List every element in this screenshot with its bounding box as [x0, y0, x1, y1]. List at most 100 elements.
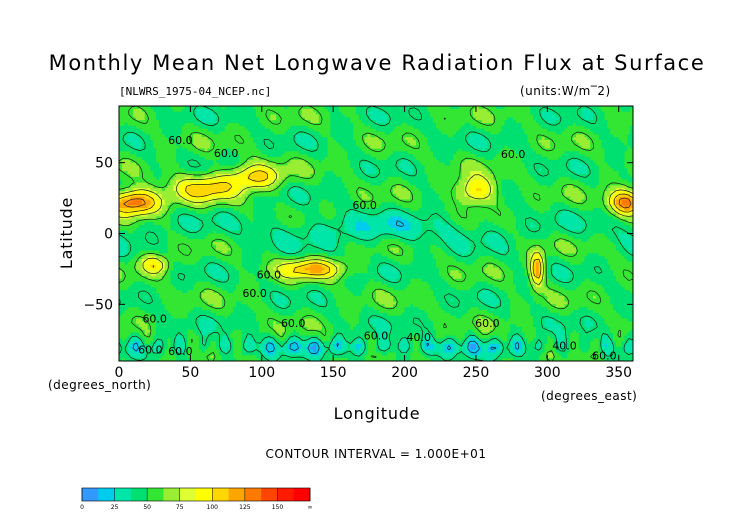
field-cell	[535, 159, 540, 164]
field-cell	[301, 179, 306, 183]
field-cell	[590, 134, 594, 138]
field-cell	[550, 168, 554, 172]
field-cell	[624, 176, 628, 181]
field-cell	[318, 157, 323, 161]
field-cell	[424, 159, 428, 164]
field-cell	[567, 134, 571, 138]
field-cell	[356, 108, 360, 113]
field-cell	[487, 145, 491, 149]
field-cell	[393, 108, 397, 113]
field-cell	[119, 148, 123, 152]
field-cell	[453, 137, 457, 141]
field-cell	[173, 120, 177, 124]
field-cell	[318, 123, 323, 127]
field-cell	[573, 134, 577, 138]
field-cell	[573, 106, 577, 110]
field-cell	[498, 168, 503, 172]
field-cell	[501, 176, 505, 181]
field-cell	[495, 128, 500, 132]
field-cell	[287, 131, 291, 135]
field-cell	[598, 157, 602, 161]
field-cell	[570, 179, 574, 183]
field-cell	[167, 159, 171, 164]
field-cell	[216, 123, 220, 127]
field-cell	[513, 131, 517, 135]
field-cell	[578, 171, 582, 175]
field-cell	[244, 179, 248, 183]
field-cell	[301, 171, 306, 175]
field-cell	[141, 140, 146, 144]
field-cell	[404, 168, 408, 172]
field-cell	[490, 128, 494, 132]
field-cell	[184, 123, 188, 127]
field-cell	[321, 123, 325, 127]
field-cell	[310, 131, 314, 135]
field-cell	[567, 174, 571, 178]
field-cell	[127, 162, 131, 166]
field-cell	[256, 176, 260, 181]
field-cell	[507, 134, 511, 138]
field-cell	[310, 151, 314, 155]
field-cell	[190, 148, 194, 152]
field-cell	[330, 165, 334, 169]
field-cell	[201, 171, 206, 175]
field-cell	[327, 120, 331, 124]
field-cell	[627, 157, 631, 161]
field-cell	[610, 114, 614, 118]
field-cell	[393, 131, 397, 135]
field-cell	[490, 157, 494, 161]
field-cell	[553, 120, 557, 124]
field-cell	[333, 123, 337, 127]
field-cell	[438, 114, 443, 118]
field-cell	[370, 176, 374, 181]
field-cell	[127, 171, 131, 175]
field-cell	[613, 117, 617, 121]
field-cell	[273, 142, 277, 147]
field-cell	[427, 134, 431, 138]
field-cell	[356, 140, 360, 144]
field-cell	[316, 128, 320, 132]
field-cell	[393, 182, 397, 186]
field-cell	[450, 108, 454, 113]
field-cell	[553, 159, 557, 164]
field-cell	[618, 151, 622, 155]
field-cell	[493, 168, 497, 172]
field-cell	[507, 111, 511, 115]
field-cell	[493, 162, 497, 166]
field-cell	[236, 179, 240, 183]
field-cell	[350, 157, 354, 161]
field-cell	[487, 114, 491, 118]
field-cell	[261, 179, 266, 183]
field-cell	[510, 111, 514, 115]
field-cell	[170, 142, 174, 147]
field-cell	[376, 142, 380, 147]
field-cell	[150, 128, 154, 132]
field-cell	[244, 131, 248, 135]
field-cell	[610, 171, 614, 175]
field-cell	[518, 142, 523, 147]
field-cell	[427, 140, 431, 144]
field-cell	[573, 128, 577, 132]
field-cell	[521, 157, 525, 161]
field-cell	[593, 168, 597, 172]
field-cell	[298, 108, 303, 113]
field-cell	[621, 179, 625, 183]
field-cell	[213, 137, 217, 141]
field-cell	[136, 120, 140, 124]
field-cell	[313, 182, 317, 186]
field-cell	[141, 142, 146, 147]
field-cell	[395, 148, 400, 152]
field-cell	[564, 151, 568, 155]
field-cell	[467, 179, 471, 183]
field-cell	[318, 131, 323, 135]
field-cell	[381, 111, 385, 115]
field-cell	[318, 168, 323, 172]
field-cell	[415, 145, 420, 149]
field-cell	[216, 111, 220, 115]
field-cell	[538, 142, 543, 147]
field-cell	[567, 117, 571, 121]
field-cell	[624, 154, 628, 158]
field-cell	[296, 106, 300, 110]
field-cell	[293, 151, 297, 155]
field-cell	[301, 168, 306, 172]
